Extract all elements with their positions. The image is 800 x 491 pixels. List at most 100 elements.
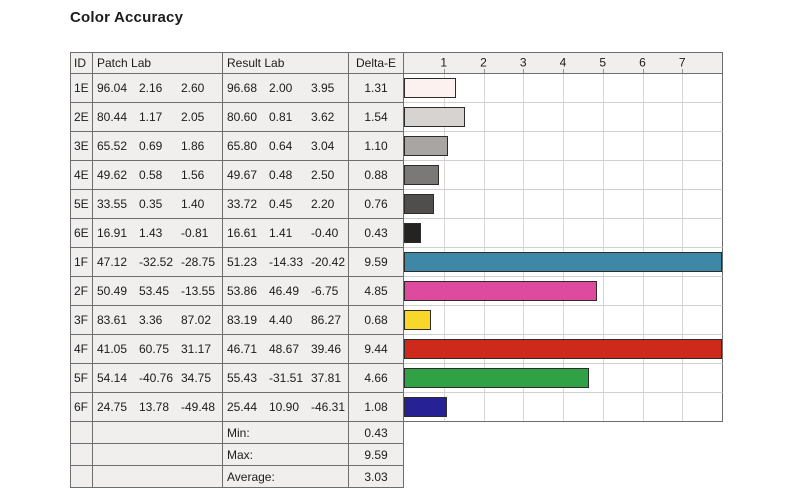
row-id: 5F bbox=[71, 364, 93, 393]
row-id: 2E bbox=[71, 103, 93, 132]
axis-tick-label: 5 bbox=[599, 55, 607, 70]
delta-bar-cell bbox=[404, 219, 723, 248]
chart-gridline bbox=[563, 132, 564, 160]
row-id: 3E bbox=[71, 132, 93, 161]
delta-bar-cell bbox=[404, 393, 723, 422]
chart-gridline bbox=[682, 132, 684, 160]
delta-e-value: 4.66 bbox=[349, 364, 404, 393]
lab-value: 16.61 bbox=[227, 226, 258, 240]
chart-gridline bbox=[642, 132, 644, 160]
lab-value: 2.16 bbox=[139, 81, 163, 95]
delta-bar-cell bbox=[404, 190, 723, 219]
lab-value: 2.00 bbox=[269, 81, 293, 95]
summary-row: Max: 9.59 bbox=[71, 444, 723, 466]
lab-value: 48.67 bbox=[269, 342, 300, 356]
chart-gridline bbox=[563, 306, 564, 334]
table-row: 2E 80.44 1.17 2.05 80.60 0.81 3.62 1.54 bbox=[71, 103, 723, 132]
lab-value: 3.36 bbox=[139, 313, 163, 327]
axis-tick-label: 6 bbox=[639, 55, 646, 70]
summary-row: Min: 0.43 bbox=[71, 422, 723, 444]
table-row: 1E 96.04 2.16 2.60 96.68 2.00 3.95 1.31 bbox=[71, 74, 723, 103]
lab-value: 33.72 bbox=[227, 197, 258, 211]
chart-gridline bbox=[602, 364, 604, 392]
patch-lab-values: 47.12 -32.52 -28.75 bbox=[93, 248, 223, 277]
chart-gridline bbox=[642, 103, 644, 131]
lab-value: 60.75 bbox=[139, 342, 170, 356]
lab-value: -14.33 bbox=[269, 255, 304, 269]
lab-value: 83.61 bbox=[97, 313, 128, 327]
axis-tick-label: 3 bbox=[519, 55, 527, 70]
chart-gridline bbox=[523, 103, 525, 131]
lab-value: 31.17 bbox=[181, 342, 212, 356]
delta-e-value: 0.43 bbox=[349, 219, 404, 248]
table-row: 6E 16.91 1.43 -0.81 16.61 1.41 -0.40 0.43 bbox=[71, 219, 723, 248]
lab-value: 53.86 bbox=[227, 284, 258, 298]
lab-value: 3.04 bbox=[311, 139, 335, 153]
chart-gridline bbox=[483, 161, 485, 189]
axis-tick-mark bbox=[523, 69, 525, 73]
row-id: 6E bbox=[71, 219, 93, 248]
lab-value: 50.49 bbox=[97, 284, 128, 298]
lab-value: -0.40 bbox=[311, 226, 339, 240]
chart-gridline bbox=[483, 219, 485, 247]
chart-gridline bbox=[523, 393, 525, 421]
lab-value: 0.45 bbox=[269, 197, 293, 211]
chart-gridline bbox=[563, 74, 564, 102]
patch-lab-values: 41.05 60.75 31.17 bbox=[93, 335, 223, 364]
delta-bar bbox=[404, 223, 422, 243]
lab-value: -28.75 bbox=[181, 255, 216, 269]
chart-gridline bbox=[602, 306, 604, 334]
chart-gridline bbox=[682, 219, 684, 247]
lab-value: 47.12 bbox=[97, 255, 128, 269]
summary-value: 9.59 bbox=[349, 444, 404, 466]
row-id: 4E bbox=[71, 161, 93, 190]
lab-value: 1.86 bbox=[181, 139, 205, 153]
header-result-lab: Result Lab bbox=[223, 53, 349, 74]
delta-e-value: 0.88 bbox=[349, 161, 404, 190]
chart-gridline bbox=[602, 190, 604, 218]
delta-bar-cell bbox=[404, 248, 723, 277]
lab-value: -6.75 bbox=[311, 284, 339, 298]
table-row: 4F 41.05 60.75 31.17 46.71 48.67 39.46 9.44 bbox=[71, 335, 723, 364]
empty-cell bbox=[71, 466, 93, 488]
summary-value: 0.43 bbox=[349, 422, 404, 444]
chart-gridline bbox=[523, 190, 525, 218]
delta-bar-cell bbox=[404, 335, 723, 364]
lab-value: 37.81 bbox=[311, 371, 342, 385]
chart-gridline bbox=[682, 190, 684, 218]
chart-gridline bbox=[523, 219, 525, 247]
chart-gridline bbox=[602, 393, 604, 421]
axis-tick-mark bbox=[602, 69, 604, 73]
lab-value: 3.62 bbox=[311, 110, 335, 124]
chart-gridline bbox=[483, 132, 485, 160]
lab-value: -0.81 bbox=[181, 226, 209, 240]
chart-gridline bbox=[483, 190, 485, 218]
delta-bar bbox=[404, 397, 447, 417]
delta-e-value: 1.54 bbox=[349, 103, 404, 132]
chart-gridline bbox=[563, 393, 564, 421]
lab-value: 25.44 bbox=[227, 400, 258, 414]
patch-lab-values: 24.75 13.78 -49.48 bbox=[93, 393, 223, 422]
chart-gridline bbox=[682, 161, 684, 189]
delta-e-value: 9.59 bbox=[349, 248, 404, 277]
table-row: 5E 33.55 0.35 1.40 33.72 0.45 2.20 0.76 bbox=[71, 190, 723, 219]
chart-gridline bbox=[682, 393, 684, 421]
chart-gridline bbox=[563, 103, 564, 131]
lab-value: 87.02 bbox=[181, 313, 212, 327]
empty-cell bbox=[93, 466, 223, 488]
chart-gridline bbox=[682, 74, 684, 102]
result-lab-values: 46.71 48.67 39.46 bbox=[223, 335, 349, 364]
delta-e-value: 4.85 bbox=[349, 277, 404, 306]
delta-bar bbox=[404, 78, 457, 98]
lab-value: 4.40 bbox=[269, 313, 293, 327]
axis-tick-mark bbox=[682, 69, 684, 73]
axis-tick-label: 7 bbox=[678, 55, 686, 70]
empty-cell bbox=[71, 444, 93, 466]
table-body: 1E 96.04 2.16 2.60 96.68 2.00 3.95 1.31 2E 80.44 1… bbox=[71, 74, 723, 422]
chart-gridline bbox=[642, 74, 644, 102]
lab-value: 1.17 bbox=[139, 110, 163, 124]
patch-lab-values: 83.61 3.36 87.02 bbox=[93, 306, 223, 335]
delta-bar bbox=[404, 310, 432, 330]
lab-value: -49.48 bbox=[181, 400, 216, 414]
row-id: 1E bbox=[71, 74, 93, 103]
